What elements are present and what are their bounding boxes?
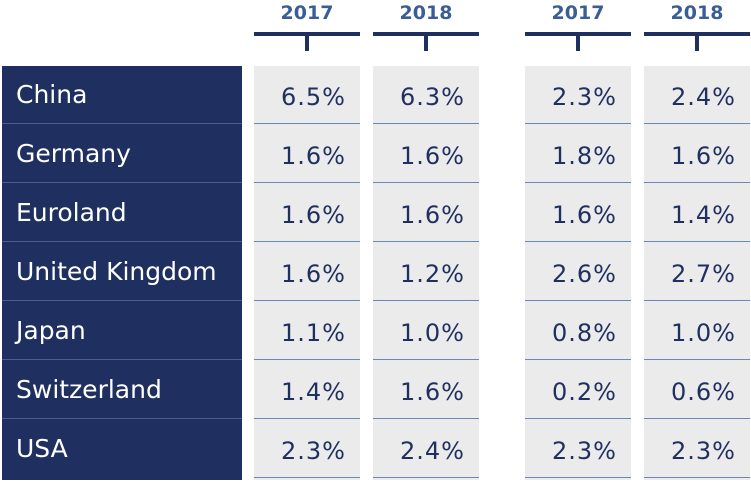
table-cell: 1.6% (254, 184, 360, 242)
table-cell: 1.6% (254, 125, 360, 183)
table-cell: 1.0% (373, 302, 479, 360)
column-header-3: 2018 (644, 0, 750, 52)
header-tick (695, 34, 699, 51)
table-cell: 1.4% (254, 361, 360, 419)
table-cell: 2.3% (525, 420, 631, 478)
column-header-year: 2017 (280, 2, 334, 24)
country-label: China (2, 66, 242, 124)
value-column-2: 2.3% 1.8% 1.6% 2.6% 0.8% 0.2% 2.3% (525, 66, 631, 480)
country-label: Euroland (2, 184, 242, 242)
table-cell: 1.1% (254, 302, 360, 360)
country-column: China Germany Euroland United Kingdom Ja… (2, 66, 242, 480)
value-column-0: 6.5% 1.6% 1.6% 1.6% 1.1% 1.4% 2.3% (254, 66, 360, 480)
table-cell: 2.3% (644, 420, 750, 478)
header-tick (305, 34, 309, 51)
table-cell: 1.6% (373, 125, 479, 183)
table-cell: 2.4% (373, 420, 479, 478)
value-column-3: 2.4% 1.6% 1.4% 2.7% 1.0% 0.6% 2.3% (644, 66, 750, 480)
table-cell: 1.0% (644, 302, 750, 360)
table-cell: 0.6% (644, 361, 750, 419)
table-cell: 0.2% (525, 361, 631, 419)
table-cell: 1.6% (525, 184, 631, 242)
table-cell: 0.8% (525, 302, 631, 360)
table-cell: 1.6% (373, 184, 479, 242)
table-cell: 1.4% (644, 184, 750, 242)
country-label: Japan (2, 302, 242, 360)
country-label: USA (16, 434, 68, 463)
table-cell: 2.3% (254, 420, 360, 478)
table-cell: 1.6% (373, 361, 479, 419)
value-column-1: 6.3% 1.6% 1.6% 1.2% 1.0% 1.6% 2.4% (373, 66, 479, 480)
table-cell: 1.2% (373, 243, 479, 301)
table-cell: 6.3% (373, 66, 479, 124)
column-header-1: 2018 (373, 0, 479, 52)
table-cell: 1.8% (525, 125, 631, 183)
header-tick (576, 34, 580, 51)
country-label: Switzerland (2, 361, 242, 419)
column-header-2: 2017 (525, 0, 631, 52)
country-label: Germany (2, 125, 242, 183)
column-header-year: 2018 (670, 2, 724, 24)
table-cell: 1.6% (644, 125, 750, 183)
header-tick (424, 34, 428, 51)
table-cell: 1.6% (254, 243, 360, 301)
table-cell: 2.7% (644, 243, 750, 301)
table-cell: 2.6% (525, 243, 631, 301)
country-label: United Kingdom (2, 243, 242, 301)
table-cell: 2.4% (644, 66, 750, 124)
table-cell: 6.5% (254, 66, 360, 124)
column-header-year: 2018 (399, 2, 453, 24)
column-header-year: 2017 (551, 2, 605, 24)
table-cell: 2.3% (525, 66, 631, 124)
column-header-0: 2017 (254, 0, 360, 52)
